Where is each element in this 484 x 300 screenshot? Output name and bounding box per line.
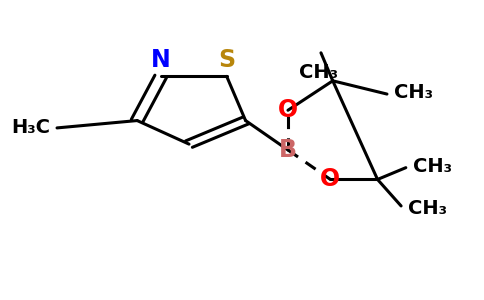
Text: CH₃: CH₃ <box>394 83 433 102</box>
Text: S: S <box>218 48 235 72</box>
Text: B: B <box>279 138 297 162</box>
Text: CH₃: CH₃ <box>408 200 447 218</box>
Text: O: O <box>320 167 340 191</box>
Text: CH₃: CH₃ <box>299 63 338 82</box>
Text: H₃C: H₃C <box>11 118 50 137</box>
Text: O: O <box>278 98 298 122</box>
Text: CH₃: CH₃ <box>413 157 452 176</box>
Text: N: N <box>151 48 170 72</box>
